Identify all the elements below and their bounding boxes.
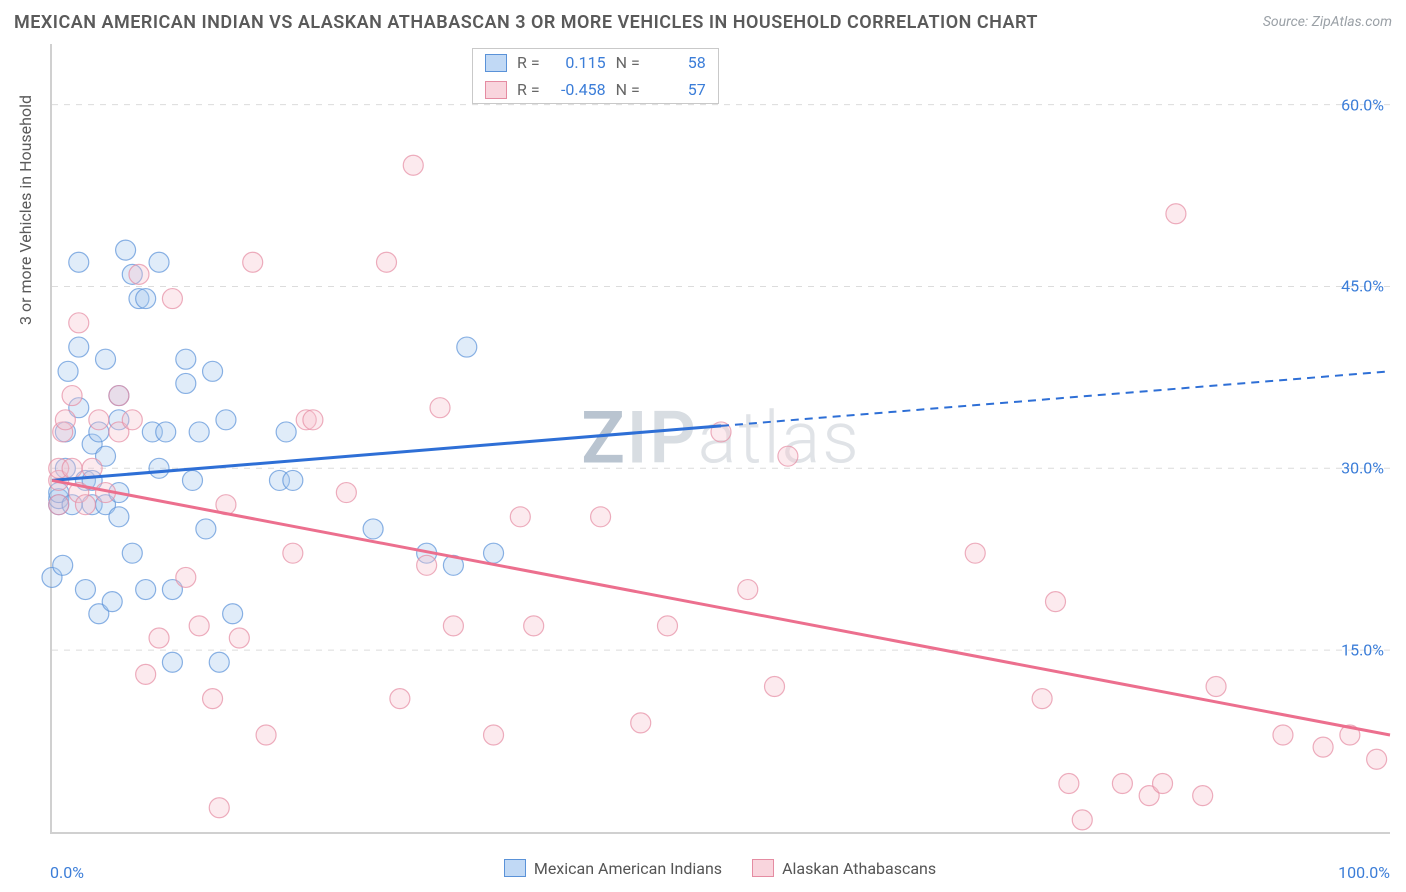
y-tick-label: 15.0% [1341, 641, 1384, 660]
stat-n-label: N = [616, 53, 640, 72]
bottom-legend: 0.0% Mexican American Indians Alaskan At… [50, 848, 1390, 888]
chart-title: MEXICAN AMERICAN INDIAN VS ALASKAN ATHAB… [14, 12, 1038, 33]
stat-r-label: R = [517, 80, 540, 99]
stats-box: R = 0.115 N = 58 R = -0.458 N = 57 [472, 48, 719, 104]
legend-label-pink: Alaskan Athabascans [782, 859, 936, 878]
swatch-pink-icon [752, 859, 774, 877]
swatch-blue-icon [504, 859, 526, 877]
swatch-pink-icon [485, 81, 507, 99]
source-attribution: Source: ZipAtlas.com [1263, 14, 1392, 30]
y-tick-label: 30.0% [1341, 459, 1384, 478]
y-axis-label: 3 or more Vehicles in Household [16, 95, 35, 325]
stats-row-pink: R = -0.458 N = 57 [473, 76, 718, 103]
y-tick-label: 60.0% [1341, 95, 1384, 114]
stats-row-blue: R = 0.115 N = 58 [473, 49, 718, 76]
stat-n-label: N = [616, 80, 640, 99]
plot-svg [52, 44, 1390, 832]
legend-label-blue: Mexican American Indians [534, 859, 722, 878]
swatch-blue-icon [485, 54, 507, 72]
y-tick-label: 45.0% [1341, 277, 1384, 296]
stat-n-blue: 58 [650, 53, 706, 72]
legend-item-pink: Alaskan Athabascans [752, 859, 936, 878]
x-tick-0: 0.0% [50, 863, 84, 882]
stat-r-pink: -0.458 [550, 80, 606, 99]
legend-item-blue: Mexican American Indians [504, 859, 722, 878]
x-tick-100: 100.0% [1338, 863, 1390, 882]
stat-r-blue: 0.115 [550, 53, 606, 72]
plot-area: ZIPatlas R = 0.115 N = 58 R = -0.458 N =… [50, 44, 1390, 834]
stat-n-pink: 57 [650, 80, 706, 99]
stat-r-label: R = [517, 53, 540, 72]
